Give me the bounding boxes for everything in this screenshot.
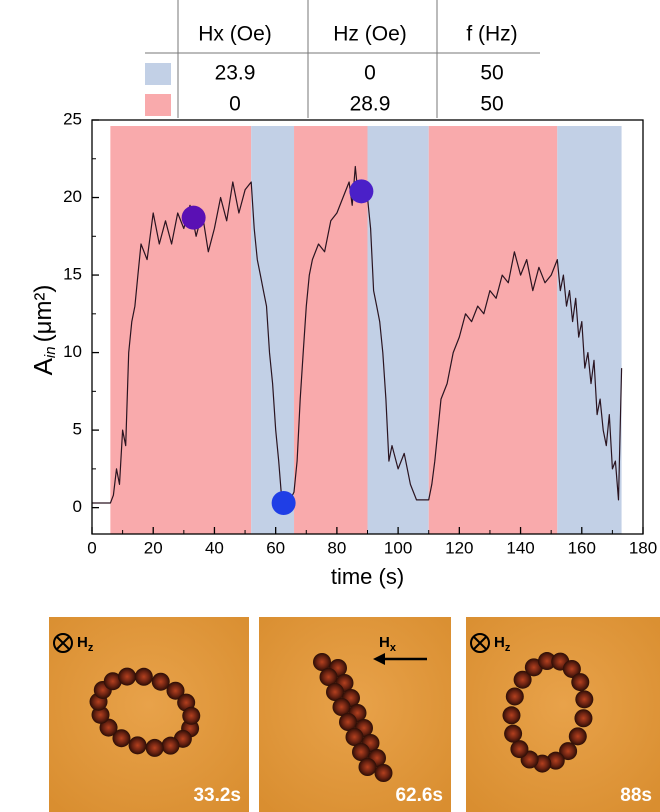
x-tick-label: 180	[629, 538, 657, 557]
bead	[358, 758, 377, 776]
x-tick-label: 40	[205, 538, 224, 557]
time-label: 62.6s	[395, 785, 443, 806]
bead	[562, 659, 581, 678]
field-region	[367, 126, 429, 534]
table-cell: 50	[480, 62, 503, 85]
bead	[145, 738, 164, 757]
y-axis-label: Ain (μm²)	[28, 285, 59, 376]
micrograph	[466, 617, 660, 812]
field-label-part: z	[88, 642, 94, 654]
y-tick-label: 15	[63, 265, 82, 284]
time-label: 88s	[620, 785, 652, 806]
field-symbol	[53, 633, 73, 653]
bead	[182, 706, 201, 725]
marker	[271, 490, 296, 515]
bead	[504, 724, 523, 743]
bead	[326, 683, 344, 701]
field-label-part: H	[494, 634, 505, 651]
field-label: Hz	[494, 634, 511, 654]
bead	[568, 727, 587, 746]
bead	[134, 667, 153, 686]
bead	[151, 672, 170, 691]
table-header: Hx (Oe)	[198, 23, 272, 46]
bead	[571, 673, 590, 692]
field-label: Hx	[379, 634, 397, 654]
bead	[313, 653, 331, 671]
table-swatch	[145, 63, 171, 85]
y-tick-label: 25	[63, 109, 82, 128]
y-tick-label: 10	[63, 342, 82, 361]
bead	[332, 698, 351, 716]
bead	[505, 687, 524, 706]
bead	[575, 690, 594, 709]
bead	[374, 764, 393, 782]
table-cell: 0	[364, 62, 376, 85]
bead	[103, 672, 122, 691]
x-tick-label: 20	[144, 538, 163, 557]
x-tick-label: 0	[87, 538, 96, 557]
field-region	[251, 126, 295, 534]
field-symbol	[470, 633, 490, 653]
bead	[166, 681, 185, 700]
y-axis-label-part: A	[28, 357, 58, 375]
marker	[181, 205, 206, 230]
field-symbol	[473, 636, 487, 650]
bead	[118, 667, 137, 686]
field-label-part: x	[390, 642, 397, 654]
field-region	[110, 126, 252, 534]
bead	[345, 728, 364, 746]
bead	[546, 751, 565, 770]
bead	[513, 670, 532, 689]
bead	[574, 709, 593, 728]
bead	[537, 652, 556, 671]
table-cell: 0	[229, 93, 241, 116]
y-tick-label: 5	[73, 420, 82, 439]
field-label-part: H	[77, 634, 88, 651]
marker	[349, 179, 374, 204]
field-symbol	[56, 636, 70, 650]
table-cell: 50	[480, 93, 503, 116]
table-cell: 23.9	[215, 62, 256, 85]
field-region	[428, 126, 558, 534]
time-label: 33.2s	[193, 785, 241, 806]
bead	[510, 740, 529, 759]
field-region	[557, 126, 622, 534]
y-tick-label: 20	[63, 187, 82, 206]
x-tick-label: 160	[568, 538, 596, 557]
x-axis-label: time (s)	[331, 564, 404, 589]
bead	[128, 736, 147, 755]
x-tick-label: 120	[445, 538, 473, 557]
bead	[559, 742, 578, 761]
x-tick-label: 140	[506, 538, 534, 557]
y-axis-label-part: (μm²)	[30, 285, 57, 343]
x-tick-label: 80	[327, 538, 346, 557]
table-cell: 28.9	[350, 93, 391, 116]
bead	[339, 713, 357, 731]
y-axis-label-part: in	[42, 346, 59, 358]
x-tick-label: 60	[266, 538, 285, 557]
field-label: Hz	[77, 634, 94, 654]
field-label-part: H	[379, 634, 390, 651]
field-label-part: z	[505, 642, 511, 654]
table-swatch	[145, 94, 171, 116]
bead	[319, 668, 338, 686]
table-header: f (Hz)	[466, 23, 517, 46]
bead	[161, 736, 180, 755]
bead	[502, 706, 521, 725]
bead	[112, 729, 131, 748]
field-arrow-head	[373, 653, 385, 665]
table-header: Hz (Oe)	[333, 23, 407, 46]
y-tick-label: 0	[73, 497, 82, 516]
x-tick-label: 100	[384, 538, 412, 557]
bead	[352, 743, 370, 761]
micrograph	[49, 617, 249, 812]
